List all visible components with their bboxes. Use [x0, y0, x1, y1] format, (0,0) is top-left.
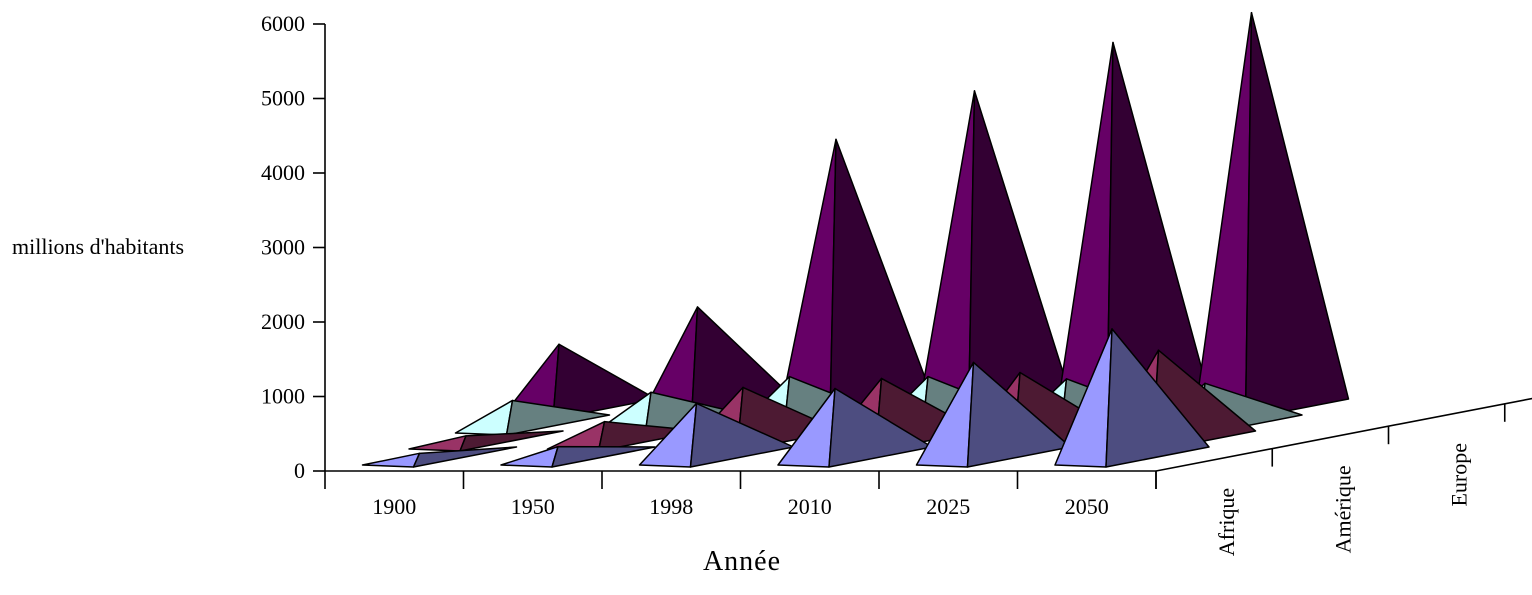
- depth-tick-label: Amérique: [1330, 465, 1355, 553]
- pyramid-mark: [638, 402, 795, 468]
- pyramid-right-face: [459, 430, 564, 452]
- y-tick-label: 3000: [261, 235, 305, 260]
- pyramid-left-face: [361, 452, 421, 468]
- y-tick-label: 1000: [261, 384, 305, 409]
- depth-tick-label: Europe: [1447, 443, 1472, 507]
- depth-tick-label: Afrique: [1214, 488, 1239, 556]
- pyramid-left-face: [916, 90, 976, 420]
- x-axis-title: Année: [703, 546, 781, 577]
- pyramid-mark: [1054, 328, 1210, 468]
- pyramid-right-face: [1105, 328, 1210, 468]
- y-tick-label: 0: [294, 458, 305, 483]
- x-tick-label: 2025: [926, 494, 970, 519]
- pyramid-right-face: [967, 90, 1073, 420]
- pyramid-right-face: [552, 343, 657, 420]
- pyramid-left-face: [408, 435, 467, 452]
- y-tick-label: 4000: [261, 160, 305, 185]
- pyramid-mark: [777, 387, 933, 468]
- pyramid-right-face: [828, 387, 933, 468]
- pyramid-left-face: [454, 399, 514, 436]
- pyramid-mark: [1193, 11, 1350, 420]
- y-tick-label: 2000: [261, 309, 305, 334]
- pyramid-right-face: [966, 361, 1072, 468]
- y-axis-title: millions d'habitants: [12, 234, 184, 259]
- pyramid-mark: [1055, 41, 1211, 420]
- pyramid-mark: [915, 361, 1072, 468]
- pyramid-left-face: [1193, 11, 1253, 420]
- x-tick-label: 1998: [649, 494, 693, 519]
- pyramid-mark: [454, 399, 611, 436]
- x-tick-label: 1900: [372, 494, 416, 519]
- pyramid-mark: [408, 430, 564, 452]
- pyramid-right-face: [551, 445, 656, 468]
- pyramid-right-face: [829, 138, 934, 420]
- pyramid-right-face: [689, 402, 795, 468]
- y-tick-label: 6000: [261, 11, 305, 36]
- chart-axes: 0 1000 2000 3000 4000 5000 6000 1900 1950 1998 201…: [261, 11, 1532, 556]
- pyramid-mark: [916, 90, 1073, 420]
- y-tick-label: 5000: [261, 86, 305, 111]
- pyramid-right-face: [412, 446, 518, 468]
- pyramid-left-face: [500, 445, 559, 468]
- pyramid-mark: [778, 138, 934, 420]
- pyramid-right-face: [505, 399, 611, 436]
- pyramid-right-face: [1244, 11, 1350, 420]
- x-tick-label: 2010: [788, 494, 832, 519]
- pyramid-mark: [500, 445, 656, 468]
- pyramid-left-face: [778, 138, 837, 420]
- pyramid-mark: [361, 446, 518, 468]
- x-tick-label: 2050: [1065, 494, 1109, 519]
- x-tick-label: 1950: [511, 494, 555, 519]
- pyramid-marks: [361, 11, 1350, 468]
